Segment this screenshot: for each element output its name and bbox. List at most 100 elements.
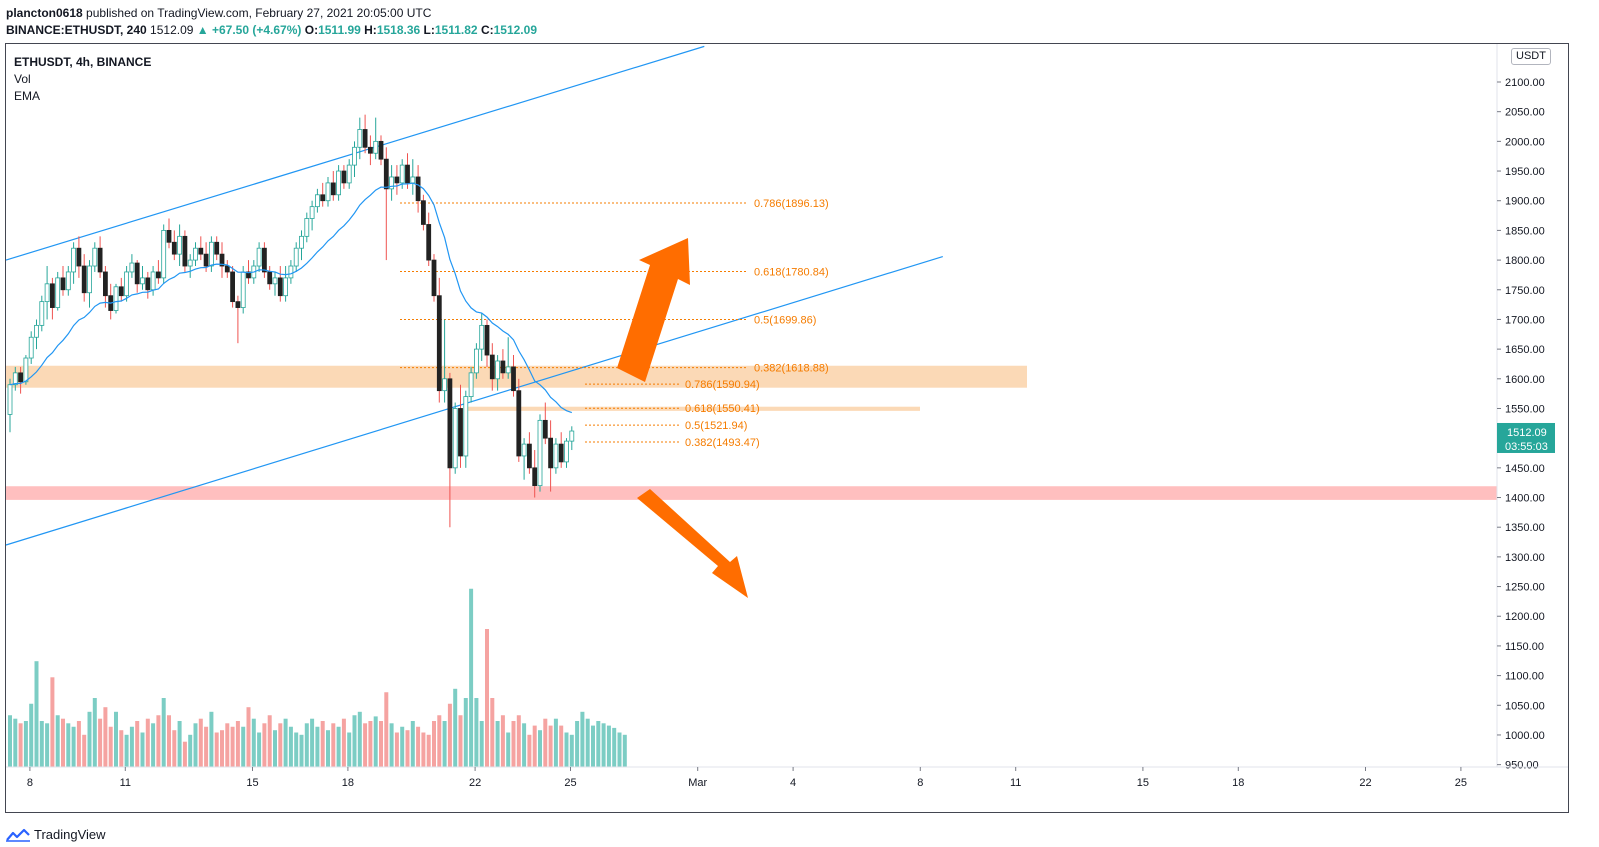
y-tick-label: 1000.00 xyxy=(1505,730,1545,742)
volume-bar xyxy=(71,726,76,767)
x-tick-label: 22 xyxy=(1359,777,1371,789)
candle-body xyxy=(219,253,225,267)
volume-bar xyxy=(426,734,431,767)
zone-support xyxy=(6,486,1568,500)
zone-fib-zone xyxy=(464,406,920,411)
candle xyxy=(516,378,522,462)
candle-body xyxy=(28,336,34,359)
candle-body xyxy=(532,467,538,487)
volume-bar xyxy=(98,718,103,767)
y-tick-label: 1600.00 xyxy=(1505,374,1545,386)
x-tick-label: 8 xyxy=(27,777,33,789)
candle xyxy=(246,260,251,284)
candle-body xyxy=(399,164,405,184)
volume-bar xyxy=(617,732,622,767)
volume-bar xyxy=(167,715,171,767)
candle-body xyxy=(325,182,331,202)
candle xyxy=(564,438,569,468)
candle xyxy=(420,194,426,231)
candle-body xyxy=(23,357,29,383)
legend-symbol[interactable]: ETHUSDT, 4h, BINANCE xyxy=(14,55,152,69)
candle xyxy=(346,159,352,189)
candle xyxy=(108,283,114,320)
publish-text: published on TradingView.com, February 2… xyxy=(86,6,432,20)
volume-bar xyxy=(479,721,484,767)
volume-bar xyxy=(29,703,34,767)
candle xyxy=(235,295,241,344)
candle xyxy=(129,254,135,278)
candle-body xyxy=(420,200,426,225)
volume-bar xyxy=(156,715,161,767)
candle-body xyxy=(362,129,368,148)
volume-bar xyxy=(310,718,315,767)
candle-body xyxy=(394,176,400,184)
countdown-label: 03:55:03 xyxy=(1505,441,1548,453)
candle xyxy=(214,236,220,261)
x-tick-label: 18 xyxy=(1232,777,1244,789)
candle-body xyxy=(389,176,395,190)
candle xyxy=(76,236,82,278)
candle xyxy=(542,402,548,445)
candle-body xyxy=(352,146,357,166)
channel-lower-line xyxy=(5,255,943,546)
volume-bar xyxy=(55,715,60,767)
candle xyxy=(60,266,66,296)
volume-bar xyxy=(119,730,124,767)
publish-info: plancton0618 published on TradingView.co… xyxy=(6,6,431,20)
candle-body xyxy=(277,277,283,297)
volume-bar xyxy=(161,698,166,767)
candle-body xyxy=(171,241,177,255)
candle-body xyxy=(267,271,273,285)
y-tick-label: 2050.00 xyxy=(1505,107,1545,119)
volume-bar xyxy=(204,726,209,767)
candle xyxy=(145,271,151,299)
y-tick-label: 1150.00 xyxy=(1505,641,1544,653)
candle xyxy=(230,266,236,308)
fib-lower-label-1: 0.618(1550.41) xyxy=(685,403,760,415)
candle-body xyxy=(410,176,416,184)
volume-bar xyxy=(516,715,521,767)
volume-bar xyxy=(543,718,548,767)
chart-frame[interactable] xyxy=(5,43,1569,813)
volume-bar xyxy=(575,721,580,767)
candle xyxy=(463,390,469,468)
volume-bar xyxy=(129,726,134,767)
candle xyxy=(240,266,246,314)
candle-body xyxy=(357,129,363,148)
candle xyxy=(219,242,225,278)
volume-bar xyxy=(230,726,235,767)
volume-bar xyxy=(288,726,293,767)
author-name[interactable]: plancton0618 xyxy=(6,6,83,20)
volume-bar xyxy=(198,718,203,767)
candle xyxy=(256,242,262,272)
volume-bar xyxy=(522,723,527,767)
legend-volume[interactable]: Vol xyxy=(14,72,31,86)
candle-body xyxy=(405,164,410,184)
candle-body xyxy=(415,176,421,202)
candle-body xyxy=(7,384,13,415)
volume-bar xyxy=(447,703,452,767)
up-arrow-icon xyxy=(617,238,690,382)
volume-bar xyxy=(506,732,511,767)
candle-body xyxy=(145,277,151,291)
candle xyxy=(447,372,453,528)
tradingview-brand[interactable]: TradingView xyxy=(34,827,106,842)
legend-ema[interactable]: EMA xyxy=(14,89,41,103)
candle-body xyxy=(134,262,140,285)
candle xyxy=(320,182,326,207)
zone-resistance xyxy=(6,365,1027,388)
volume-bar xyxy=(601,723,606,767)
volume-bar xyxy=(405,730,410,767)
volume-bar xyxy=(384,692,389,767)
candle-body xyxy=(65,271,71,291)
volume-bar xyxy=(87,711,92,767)
candle-body xyxy=(564,440,569,463)
volume-bar xyxy=(103,707,108,767)
candle-body xyxy=(442,378,448,392)
high-value: 1518.36 xyxy=(376,23,421,37)
candle-body xyxy=(288,265,294,279)
currency-button[interactable]: USDT xyxy=(1511,48,1551,65)
fib-lower-label-0: 0.786(1590.94) xyxy=(685,379,760,391)
volume-bar xyxy=(188,734,193,767)
